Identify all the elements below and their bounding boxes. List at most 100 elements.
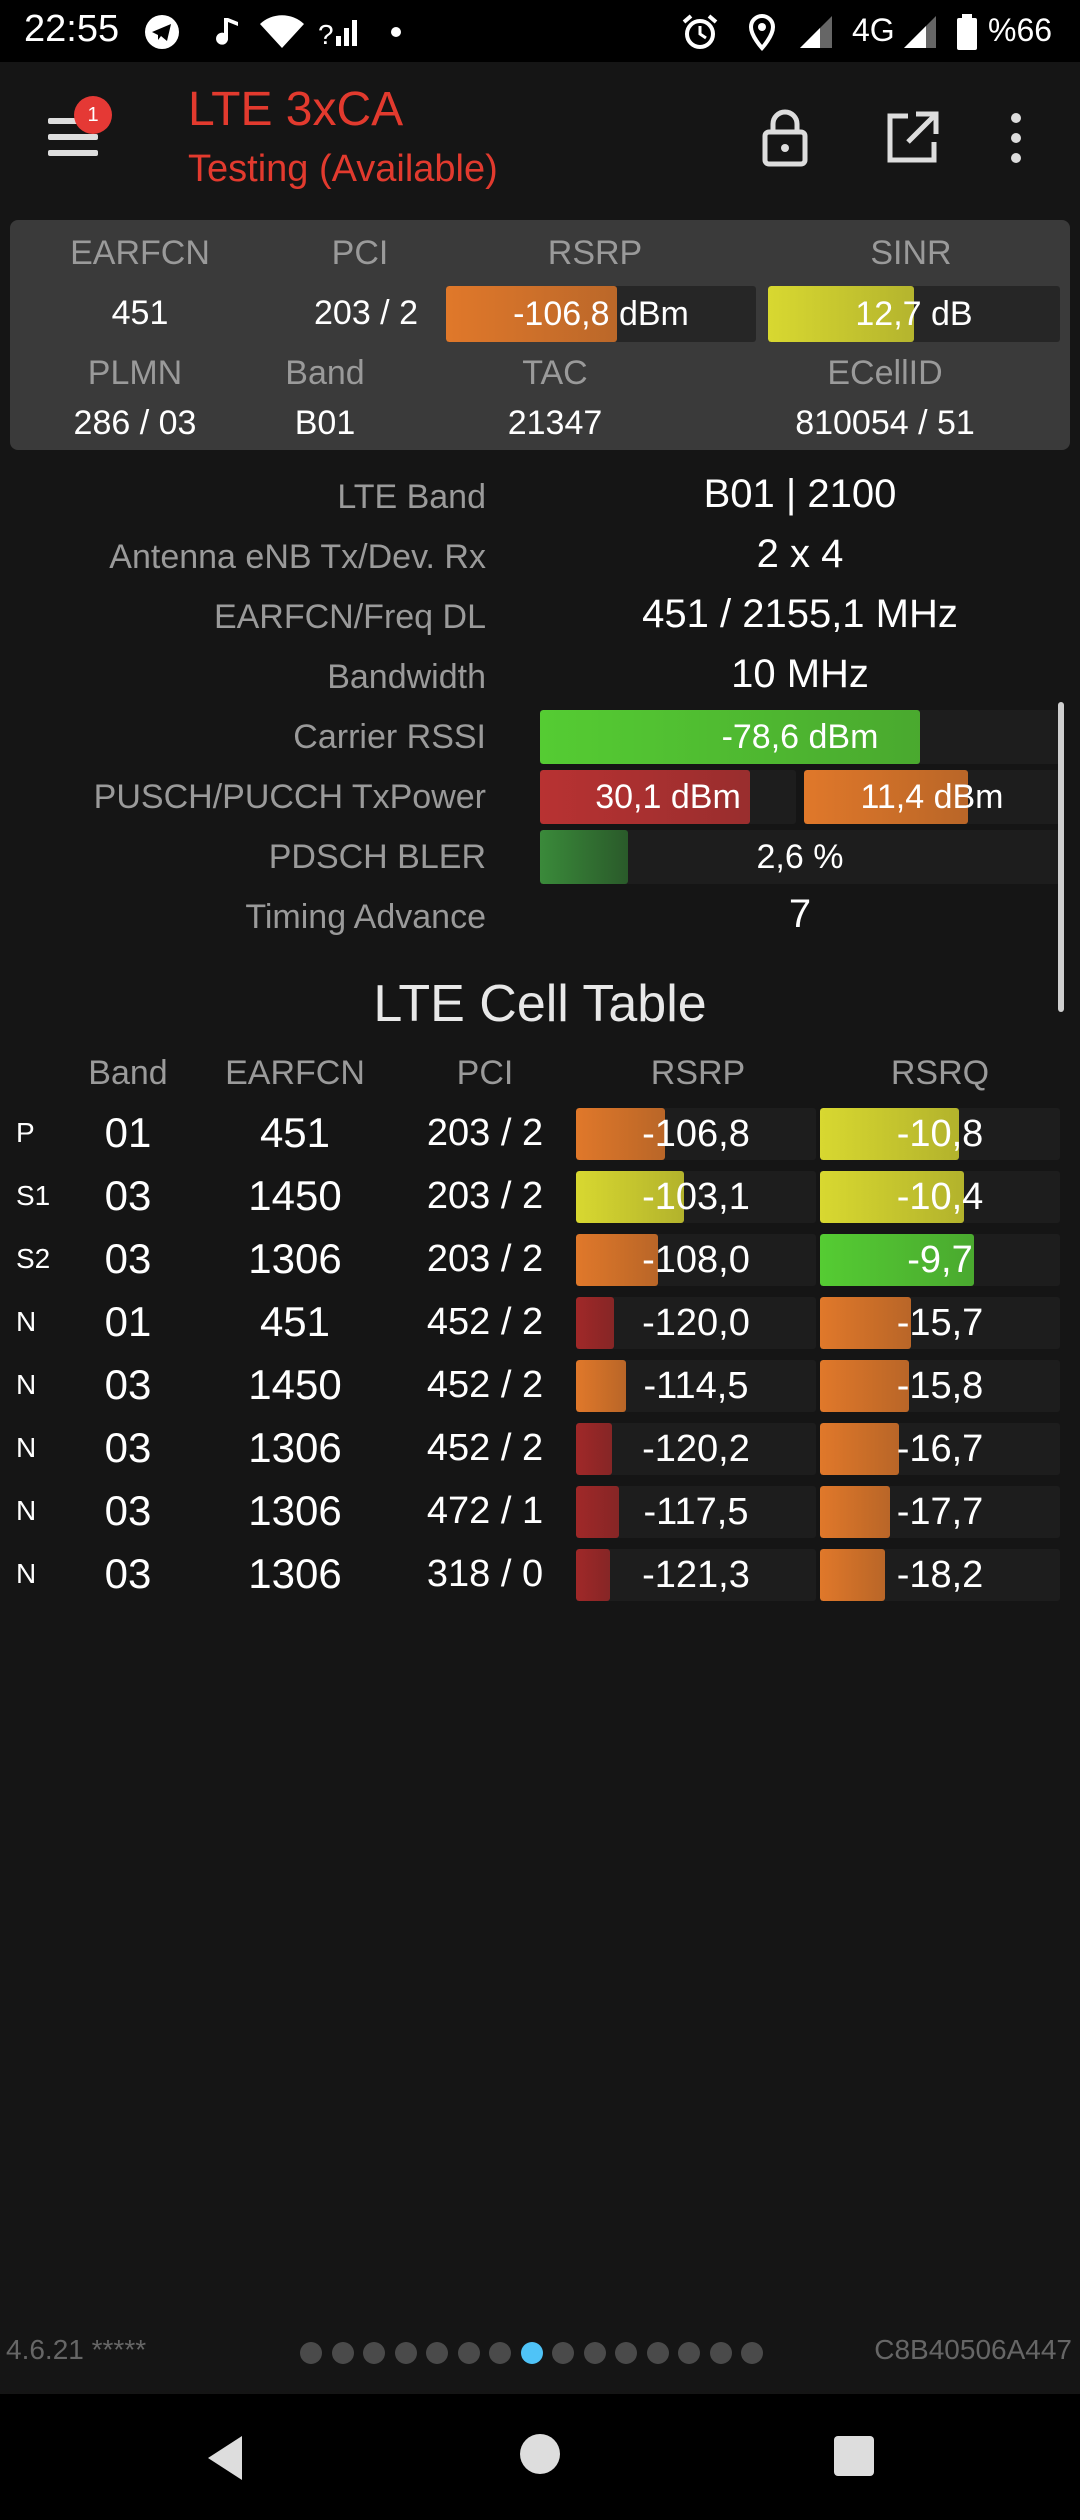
toolbar: 1 LTE 3xCA Testing (Available) bbox=[0, 62, 1080, 212]
cell-rsrp-meter-value: -108,0 bbox=[642, 1239, 750, 1281]
earfcn-freq-label: EARFCN/Freq DL bbox=[213, 598, 486, 636]
home-icon[interactable] bbox=[508, 2422, 572, 2486]
navigation-bar bbox=[0, 2394, 1080, 2520]
plmn-label: PLMN bbox=[87, 354, 183, 392]
cell-band: 03 bbox=[104, 1235, 152, 1282]
tac-label: TAC bbox=[522, 354, 588, 392]
app-content: 1 LTE 3xCA Testing (Available) EARFCN PCI… bbox=[0, 62, 1080, 2394]
rsrp-meter-value: -106,8 dBm bbox=[513, 295, 689, 333]
pdsch-bler-label: PDSCH BLER bbox=[268, 838, 486, 876]
earfcn-value: 451 bbox=[111, 294, 169, 332]
status-time: 22:55 bbox=[24, 8, 120, 50]
sinr-label: SINR bbox=[870, 234, 952, 272]
table-row: S1 03 1450 203 / 2 -103,1 -10,4 bbox=[0, 1165, 1080, 1227]
cell-rsrq-meter-fill bbox=[820, 1171, 964, 1223]
open-external-icon[interactable] bbox=[876, 102, 948, 174]
band-label: Band bbox=[285, 354, 365, 392]
menu-button[interactable] bbox=[40, 104, 110, 174]
cell-earfcn: 1306 bbox=[248, 1235, 342, 1282]
cell-type: S1 bbox=[16, 1180, 51, 1211]
table-row: N 03 1306 318 / 0 -121,3 -18,2 bbox=[0, 1543, 1080, 1605]
cell-rsrq-meter: -10,4 bbox=[820, 1171, 1060, 1223]
cell-rsrp-meter-value: -120,0 bbox=[642, 1302, 750, 1344]
cell-rsrp-meter-value: -120,2 bbox=[642, 1428, 750, 1470]
page-dot[interactable] bbox=[615, 2342, 637, 2364]
table-row: N 03 1450 452 / 2 -114,5 -15,8 bbox=[0, 1354, 1080, 1416]
antenna-value: 2 x 4 bbox=[756, 532, 844, 576]
page-dot[interactable] bbox=[457, 2342, 480, 2364]
cell-pci: 452 / 2 bbox=[426, 1427, 544, 1469]
back-icon[interactable] bbox=[200, 2430, 256, 2486]
cell-band: 03 bbox=[104, 1424, 152, 1471]
cell-rsrq-meter-fill bbox=[820, 1234, 974, 1286]
cell-band: 01 bbox=[104, 1109, 152, 1156]
cell-band: 03 bbox=[104, 1550, 152, 1597]
ecellid-label: ECellID bbox=[827, 354, 943, 392]
cell-type: N bbox=[16, 1495, 37, 1526]
pucch-txpower-meter: 11,4 dBm bbox=[804, 770, 1060, 824]
pusch-txpower-meter-value: 30,1 dBm bbox=[595, 778, 741, 816]
recents-icon[interactable] bbox=[826, 2428, 882, 2484]
page-dot[interactable] bbox=[709, 2342, 732, 2364]
tac-value: 21347 bbox=[507, 404, 603, 442]
cell-band: 03 bbox=[104, 1487, 152, 1534]
device-id: C8B40506A447 bbox=[874, 2334, 1072, 2365]
page-title: LTE 3xCA bbox=[188, 83, 404, 136]
cell-rsrp-meter-value: -117,5 bbox=[643, 1491, 749, 1533]
cell-rsrq-meter-fill bbox=[820, 1549, 885, 1601]
lock-icon[interactable] bbox=[749, 102, 821, 174]
page-dot[interactable] bbox=[583, 2342, 606, 2364]
cell-rsrp-meter-fill bbox=[576, 1549, 610, 1601]
cell-rsrp-meter: -120,0 bbox=[576, 1297, 816, 1349]
cell-type: N bbox=[16, 1306, 37, 1337]
cell-rsrp-meter-value: -121,3 bbox=[642, 1554, 750, 1596]
page-dot[interactable] bbox=[678, 2342, 700, 2364]
page-dot[interactable] bbox=[741, 2342, 763, 2364]
cell-rsrp-meter: -103,1 bbox=[576, 1171, 816, 1223]
timing-advance-value: 7 bbox=[788, 892, 812, 936]
cell-band: 03 bbox=[104, 1361, 152, 1408]
cell-rsrq-meter-value: -18,2 bbox=[896, 1554, 984, 1596]
page-dot[interactable] bbox=[520, 2342, 543, 2364]
timing-advance-label: Timing Advance bbox=[245, 898, 486, 936]
more-vert-icon[interactable] bbox=[986, 102, 1046, 174]
page-dot[interactable] bbox=[552, 2342, 574, 2364]
page-dot[interactable] bbox=[489, 2342, 511, 2364]
txpower-label: PUSCH/PUCCH TxPower bbox=[93, 778, 486, 816]
carrier-rssi-label: Carrier RSSI bbox=[293, 718, 486, 756]
band-value: B01 bbox=[294, 404, 356, 442]
table-row: S2 03 1306 203 / 2 -108,0 -9,7 bbox=[0, 1228, 1080, 1290]
page-subtitle: Testing (Available) bbox=[188, 148, 498, 190]
page-dot[interactable] bbox=[426, 2342, 448, 2364]
table-row: P 01 451 203 / 2 -106,8 -10,8 bbox=[0, 1102, 1080, 1164]
header-pci: PCI bbox=[456, 1054, 514, 1092]
page-dot[interactable] bbox=[394, 2342, 417, 2364]
cell-earfcn: 451 bbox=[259, 1298, 331, 1345]
cell-rsrq-meter: -15,7 bbox=[820, 1297, 1060, 1349]
cell-earfcn: 1306 bbox=[248, 1487, 342, 1534]
page-dot[interactable] bbox=[363, 2342, 385, 2364]
dot-icon bbox=[391, 27, 401, 37]
page-dot[interactable] bbox=[300, 2342, 322, 2364]
battery-icon bbox=[957, 14, 977, 50]
cell-rsrq-meter-value: -10,8 bbox=[896, 1113, 984, 1155]
cell-pci: 318 / 0 bbox=[426, 1553, 544, 1595]
scrollbar[interactable] bbox=[1058, 702, 1064, 1012]
cell-rsrq-meter-value: -9,7 bbox=[907, 1239, 973, 1281]
rsrp-meter-fill bbox=[446, 286, 617, 342]
cell-pci: 203 / 2 bbox=[426, 1175, 544, 1217]
pdsch-bler-meter: 2,6 % bbox=[540, 830, 1060, 884]
page-dot[interactable] bbox=[646, 2342, 669, 2364]
cell-rsrq-meter-fill bbox=[820, 1297, 912, 1349]
cell-rsrp-meter: -121,3 bbox=[576, 1549, 816, 1601]
page-dot[interactable] bbox=[331, 2342, 354, 2364]
pci-value: 203 / 2 bbox=[314, 294, 418, 332]
telegram-icon bbox=[145, 15, 179, 49]
serving-cell-summary: EARFCN PCI RSRP SINR 451 203 / 2 -106,8 dBm 12,… bbox=[10, 220, 1070, 450]
bandwidth-label: Bandwidth bbox=[327, 658, 486, 696]
alarm-icon bbox=[682, 14, 718, 49]
carrier-rssi-meter-value: -78,6 dBm bbox=[721, 718, 879, 756]
wifi-icon bbox=[260, 15, 304, 48]
cell-type: P bbox=[16, 1117, 35, 1148]
battery-level: %66 bbox=[988, 12, 1053, 48]
